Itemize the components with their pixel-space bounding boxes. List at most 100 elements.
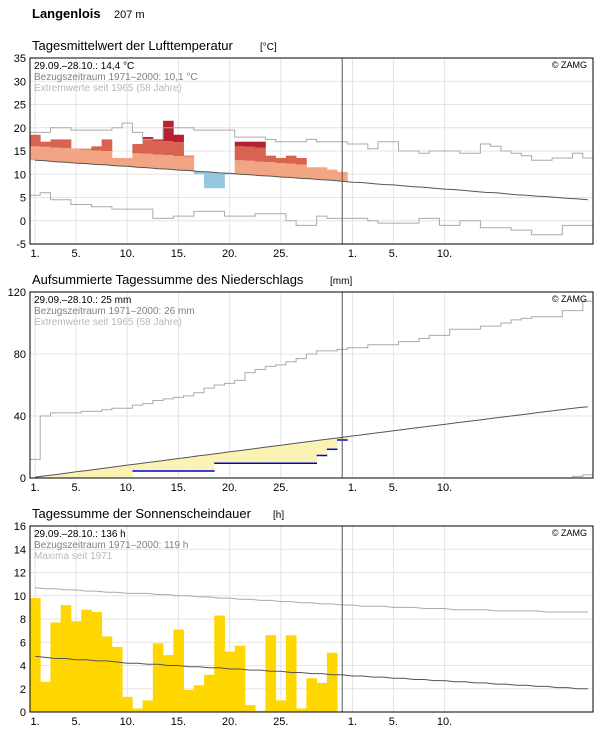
y-tick-label: 4 [20, 661, 26, 673]
sunshine-bar [244, 705, 256, 712]
x-tick-label: 5. [389, 482, 398, 494]
x-tick-label: 5. [71, 248, 80, 260]
temp-bar-warm [255, 147, 266, 162]
y-tick-label: 0 [20, 707, 26, 719]
y-tick-label: 120 [8, 287, 26, 299]
precip-sum-mark [204, 470, 215, 472]
extreme-min-line [30, 192, 593, 236]
sunshine-unit: [h] [273, 510, 284, 521]
precip-deficit-bar [50, 474, 62, 478]
sunshine-title: Tagessumme der Sonnenscheindauer [32, 506, 252, 521]
y-tick-label: 6 [20, 637, 26, 649]
x-tick-label: 20. [222, 716, 237, 728]
y-tick-label: 15 [14, 146, 26, 158]
info-period: 29.09.–28.10.: 136 h [34, 529, 126, 540]
extreme-max-line [30, 300, 593, 460]
temp-bar-above [81, 149, 92, 164]
temp-bar-warm [60, 139, 72, 149]
x-tick-label: 5. [71, 716, 80, 728]
station-elevation: 207 m [114, 9, 145, 21]
temp-bar-above [30, 146, 41, 161]
sunshine-bar [91, 612, 103, 712]
temp-bar-above [265, 162, 277, 177]
temp-bar-hot [142, 137, 154, 140]
sunshine-bar [40, 681, 51, 712]
temp-bar-above [111, 157, 123, 166]
info-extremes: Extremwerte seit 1965 (58 Jahre) [34, 83, 182, 94]
precip-deficit-bar [255, 447, 266, 463]
y-tick-label: 16 [14, 521, 26, 533]
station-name: Langenlois [32, 6, 101, 21]
x-tick-label: 15. [171, 716, 186, 728]
sunshine-bar [275, 700, 287, 712]
temp-bar-warm [163, 141, 174, 156]
precip-deficit-bar [214, 453, 225, 463]
temp-bar-below [204, 171, 215, 189]
x-tick-label: 10. [120, 482, 135, 494]
temp-bar-above [142, 153, 154, 168]
info-reference: Bezugszeitraum 1971–2000: 26 mm [34, 306, 195, 317]
temperature-title: Tagesmittelwert der Lufttemperatur [32, 38, 234, 53]
precip-sum-mark [265, 462, 277, 464]
temp-bar-warm [265, 155, 277, 163]
x-tick-label: 20. [222, 482, 237, 494]
y-tick-label: 10 [14, 591, 26, 603]
x-tick-label: 10. [120, 716, 135, 728]
temp-bar-above [60, 148, 72, 163]
temp-bar-above [152, 154, 164, 169]
temp-bar-warm [101, 139, 113, 151]
sunshine-bar [224, 651, 236, 712]
precip-deficit-bar [142, 462, 154, 471]
x-tick-label: 5. [71, 482, 80, 494]
x-tick-label: 1. [31, 248, 40, 260]
y-tick-label: 40 [14, 411, 26, 423]
temp-bar-hot [234, 141, 246, 147]
sunshine-bar [193, 685, 205, 712]
precipitation-unit: [mm] [330, 276, 352, 287]
precip-sum-mark [193, 470, 205, 472]
temp-bar-above [255, 161, 266, 176]
temp-bar-warm [285, 155, 297, 164]
temp-bar-warm [183, 155, 195, 157]
x-tick-label: 1. [348, 482, 357, 494]
temp-bar-above [91, 150, 103, 165]
precip-deficit-bar [163, 459, 174, 471]
sunshine-bar [30, 598, 41, 712]
sunshine-bar [265, 635, 277, 712]
temp-bar-warm [275, 157, 287, 164]
precip-deficit-bar [173, 458, 184, 471]
info-reference: Bezugszeitraum 1971–2000: 10,1 °C [34, 72, 198, 83]
y-tick-label: 20 [14, 123, 26, 135]
y-tick-label: 12 [14, 568, 26, 580]
temp-bar-above [122, 157, 133, 167]
precip-sum-mark [173, 470, 184, 472]
x-tick-label: 1. [31, 716, 40, 728]
copyright-label: © ZAMG [552, 528, 587, 538]
extreme-max-line [35, 587, 588, 613]
copyright-label: © ZAMG [552, 60, 587, 70]
copyright-label: © ZAMG [552, 294, 587, 304]
precip-sum-mark [316, 454, 328, 457]
precip-deficit-bar [183, 457, 195, 471]
y-tick-label: 0 [20, 216, 26, 228]
sunshine-bar [70, 621, 82, 712]
y-tick-label: 80 [14, 349, 26, 361]
temp-bar-above [163, 155, 174, 170]
precip-deficit-bar [40, 475, 51, 478]
info-extremes: Extremwerte seit 1965 (58 Jahre) [34, 317, 182, 328]
temp-bar-above [316, 167, 328, 180]
x-tick-label: 5. [389, 248, 398, 260]
y-tick-label: 5 [20, 193, 26, 205]
plot-frame [29, 525, 594, 713]
precip-sum-mark [214, 462, 225, 464]
precip-deficit-bar [265, 446, 277, 463]
sunshine-bar [152, 643, 164, 712]
temperature-chart: 35 30 25 20 15 10 5 0 -5 1. 5. 10. 15. 20. 25. 1. 5. 10. 2… [14, 53, 594, 260]
temp-bar-warm [296, 157, 307, 165]
temp-bar-above [70, 149, 82, 164]
precip-sum-mark [234, 462, 246, 464]
sunshine-bar [214, 615, 225, 712]
precip-deficit-bar [244, 449, 256, 463]
temp-bar-warm [244, 146, 256, 161]
